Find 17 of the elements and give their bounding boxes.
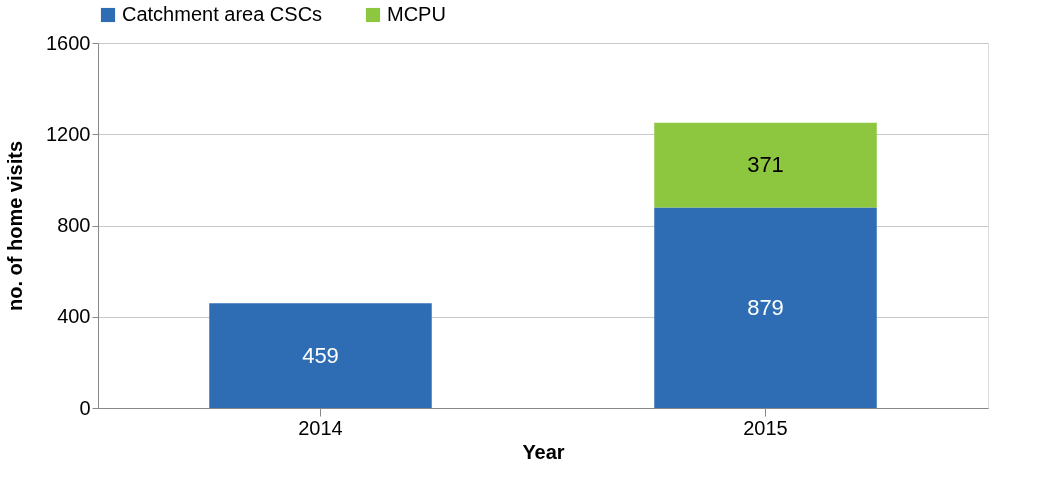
data-label: 459 [302,342,339,368]
y-tick-label: 800 [57,214,91,236]
legend-label: MCPU [387,3,446,25]
bar [654,122,877,208]
y-axis-title: no. of home visits [4,140,27,312]
bar [654,207,877,408]
y-tick-label: 1200 [46,122,91,145]
data-label: 371 [747,152,784,178]
x-tick-label: 2015 [743,416,788,439]
x-tick-label: 2014 [298,416,343,439]
x-axis-title: Year [522,440,565,463]
bar [209,303,432,408]
y-tick-label: 0 [79,396,91,419]
y-tick-label: 1600 [46,31,91,54]
y-tick-label: 400 [57,305,91,328]
data-label: 879 [747,294,784,320]
legend-label: Catchment area CSCs [122,3,323,25]
